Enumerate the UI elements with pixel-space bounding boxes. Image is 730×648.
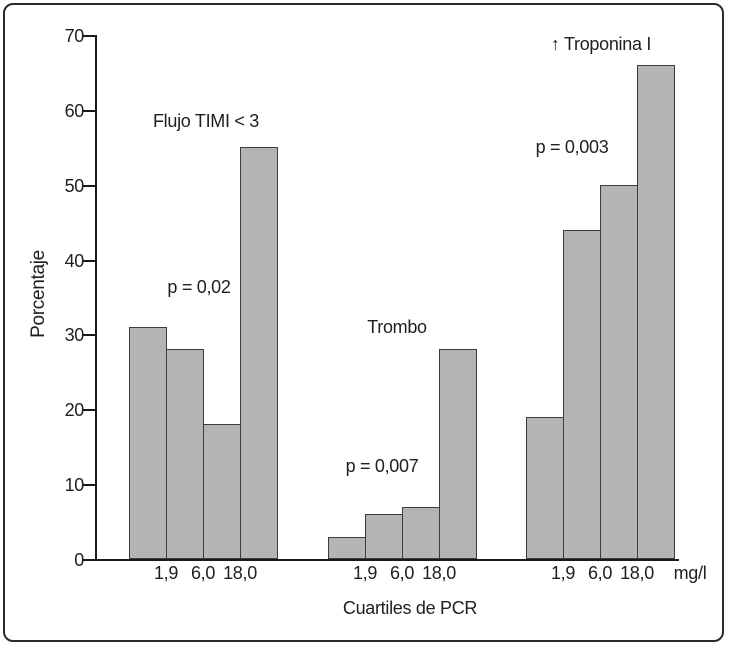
- x-axis-line: [95, 559, 679, 561]
- y-tick-mark: [83, 110, 95, 112]
- y-tick-label: 20: [64, 400, 85, 420]
- bar: [328, 537, 366, 559]
- bar: [166, 349, 204, 559]
- x-tick-label: 1,9: [153, 563, 179, 583]
- y-tick-mark: [83, 409, 95, 411]
- x-tick-label: 18,0: [620, 563, 654, 583]
- y-tick-label: 50: [64, 176, 85, 196]
- bar: [600, 185, 638, 559]
- y-tick-mark: [83, 185, 95, 187]
- p-value-label: p = 0,003: [535, 137, 609, 157]
- bar: [129, 327, 167, 559]
- bar: [240, 147, 278, 559]
- p-value-label: p = 0,007: [345, 456, 419, 476]
- x-tick-label: 18,0: [223, 563, 257, 583]
- x-tick-label: 1,9: [550, 563, 576, 583]
- y-tick-mark: [83, 559, 95, 561]
- bar: [365, 514, 403, 559]
- group-title: ↑ Troponina I: [550, 34, 652, 54]
- p-value-label: p = 0,02: [167, 277, 231, 297]
- bar: [439, 349, 477, 559]
- bar: [637, 65, 675, 559]
- unit-label: mg/l: [673, 563, 707, 583]
- y-tick-mark: [83, 484, 95, 486]
- x-tick-label: 18,0: [422, 563, 456, 583]
- x-tick-label: 1,9: [352, 563, 378, 583]
- y-tick-label: 60: [64, 101, 85, 121]
- bar: [203, 424, 241, 559]
- bar: [526, 417, 564, 559]
- y-tick-label: 0: [74, 550, 84, 570]
- group-title: Trombo: [367, 317, 427, 337]
- x-axis-title: Cuartiles de PCR: [342, 598, 478, 618]
- y-axis-line: [95, 35, 97, 561]
- bar: [402, 507, 440, 559]
- x-tick-label: 6,0: [389, 563, 415, 583]
- x-tick-label: 6,0: [190, 563, 216, 583]
- y-tick-label: 30: [64, 325, 85, 345]
- y-tick-label: 70: [64, 26, 85, 46]
- figure-border: [3, 3, 724, 642]
- bar: [563, 230, 601, 559]
- y-tick-label: 10: [64, 475, 85, 495]
- y-tick-label: 40: [64, 251, 85, 271]
- y-tick-mark: [83, 334, 95, 336]
- y-tick-mark: [83, 260, 95, 262]
- y-tick-mark: [83, 35, 95, 37]
- y-axis-title: Porcentaje: [28, 250, 49, 338]
- x-tick-label: 6,0: [587, 563, 613, 583]
- group-title: Flujo TIMI < 3: [152, 111, 260, 131]
